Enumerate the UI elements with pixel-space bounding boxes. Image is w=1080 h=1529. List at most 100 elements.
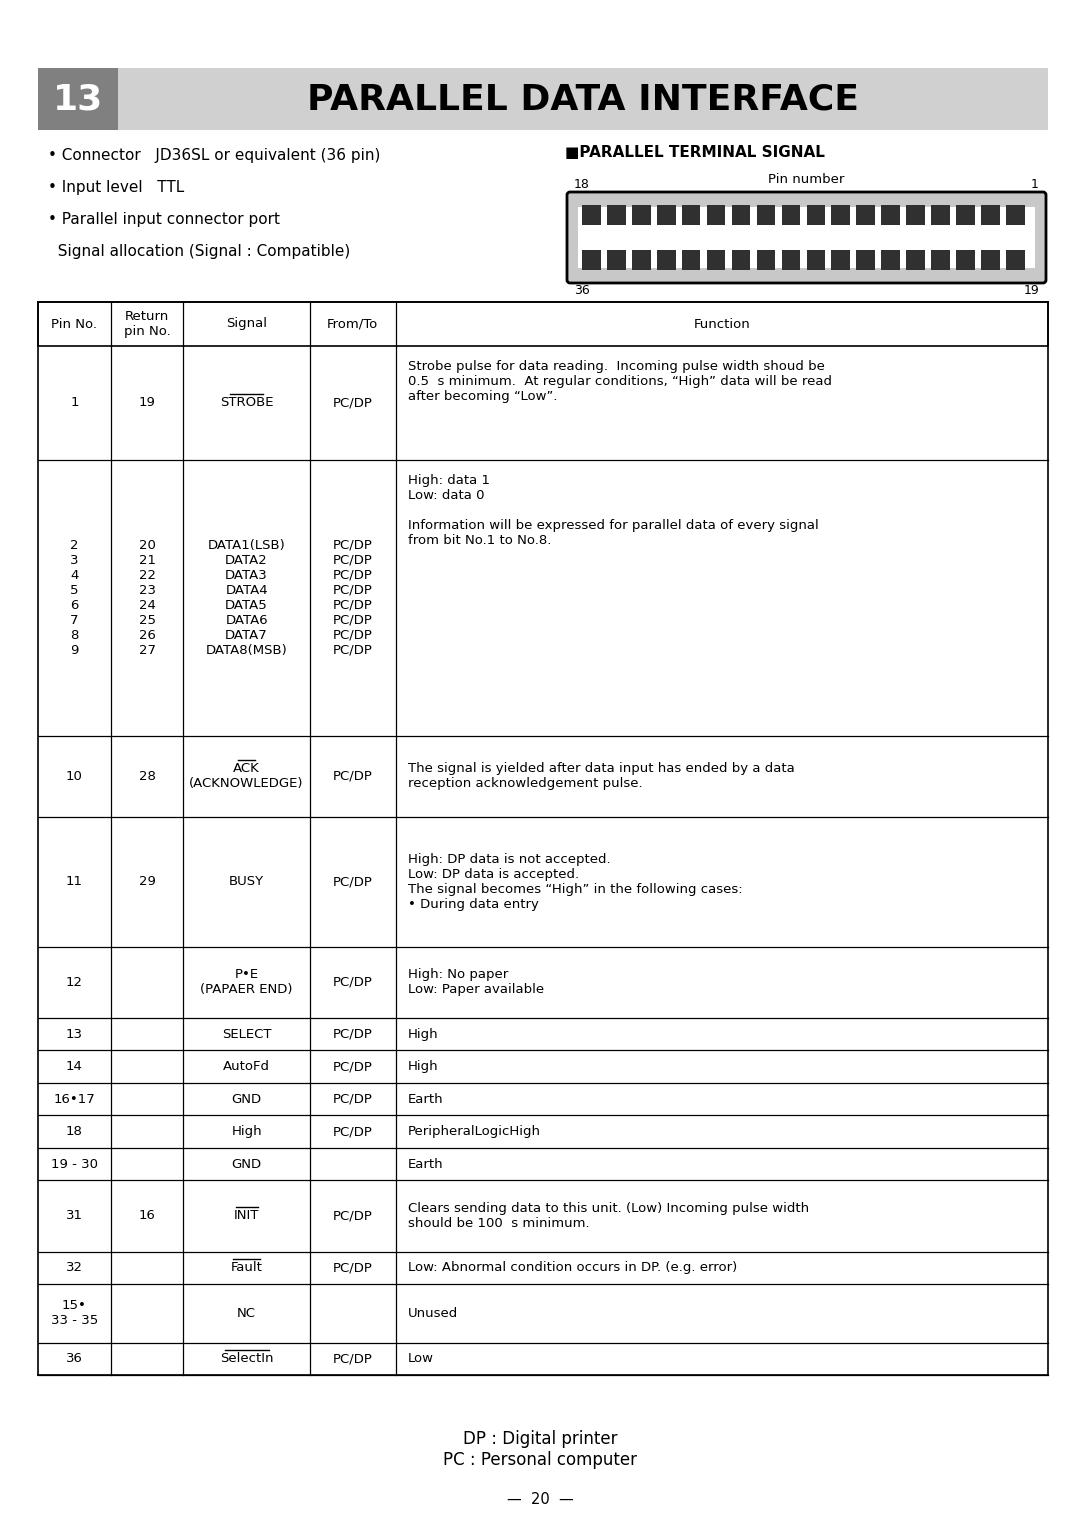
Text: after becoming “Low”.: after becoming “Low”. — [407, 390, 557, 404]
Text: DATA4: DATA4 — [226, 584, 268, 596]
Text: 1: 1 — [70, 396, 79, 410]
Text: The signal becomes “High” in the following cases:: The signal becomes “High” in the followi… — [407, 882, 742, 896]
Text: 29: 29 — [138, 875, 156, 888]
Text: P•E: P•E — [234, 968, 258, 982]
Text: ACK: ACK — [233, 761, 260, 775]
Text: PC/DP: PC/DP — [333, 769, 373, 783]
Text: SelectIn: SelectIn — [220, 1352, 273, 1365]
Text: 16: 16 — [138, 1209, 156, 1223]
Text: 8: 8 — [70, 628, 79, 642]
Text: GND: GND — [231, 1093, 261, 1105]
Text: 20: 20 — [138, 538, 156, 552]
Text: 23: 23 — [138, 584, 156, 596]
Text: AutoFd: AutoFd — [224, 1060, 270, 1073]
Text: Signal allocation (Signal : Compatible): Signal allocation (Signal : Compatible) — [48, 245, 350, 258]
Bar — [807, 205, 825, 225]
Text: Low: Paper available: Low: Paper available — [407, 983, 543, 997]
Text: High: DP data is not accepted.: High: DP data is not accepted. — [407, 853, 610, 865]
Text: PC/DP: PC/DP — [333, 1125, 373, 1138]
Bar — [832, 205, 850, 225]
Bar — [956, 205, 975, 225]
Text: 21: 21 — [138, 553, 156, 567]
Text: Information will be expressed for parallel data of every signal: Information will be expressed for parall… — [407, 518, 819, 532]
Bar — [607, 251, 625, 271]
Bar — [681, 205, 701, 225]
Text: PC/DP: PC/DP — [333, 1352, 373, 1365]
Text: Pin number: Pin number — [768, 173, 845, 187]
Bar — [1007, 251, 1025, 271]
Text: 4: 4 — [70, 569, 79, 581]
Text: DP : Digital printer
PC : Personal computer: DP : Digital printer PC : Personal compu… — [443, 1430, 637, 1469]
Bar — [731, 205, 751, 225]
Text: PC/DP: PC/DP — [333, 538, 373, 552]
Bar — [931, 205, 950, 225]
Bar — [856, 205, 875, 225]
Text: PC/DP: PC/DP — [333, 644, 373, 656]
Text: DATA2: DATA2 — [226, 553, 268, 567]
Text: 5: 5 — [70, 584, 79, 596]
Text: 31: 31 — [66, 1209, 83, 1223]
Text: 9: 9 — [70, 644, 79, 656]
Bar — [782, 251, 800, 271]
Text: PC/DP: PC/DP — [333, 1209, 373, 1223]
Bar — [38, 67, 118, 130]
Bar — [582, 251, 600, 271]
Text: Signal: Signal — [226, 318, 267, 330]
Bar — [881, 205, 900, 225]
Text: 15•: 15• — [62, 1300, 86, 1312]
Bar — [807, 251, 825, 271]
Text: 11: 11 — [66, 875, 83, 888]
Text: 12: 12 — [66, 976, 83, 989]
Text: DATA3: DATA3 — [226, 569, 268, 581]
Bar — [1007, 205, 1025, 225]
Text: PARALLEL DATA INTERFACE: PARALLEL DATA INTERFACE — [307, 83, 859, 116]
Text: 18: 18 — [573, 177, 590, 191]
Text: DATA8(MSB): DATA8(MSB) — [205, 644, 287, 656]
Text: Low: DP data is accepted.: Low: DP data is accepted. — [407, 867, 579, 881]
Bar — [632, 205, 650, 225]
Text: PC/DP: PC/DP — [333, 1261, 373, 1274]
Bar — [681, 251, 701, 271]
Text: Function: Function — [693, 318, 751, 330]
Bar — [706, 251, 726, 271]
Text: from bit No.1 to No.8.: from bit No.1 to No.8. — [407, 534, 551, 546]
Bar — [832, 251, 850, 271]
Text: BUSY: BUSY — [229, 875, 265, 888]
Text: 27: 27 — [138, 644, 156, 656]
Text: 18: 18 — [66, 1125, 83, 1138]
Text: 16•17: 16•17 — [54, 1093, 95, 1105]
Bar — [38, 303, 1048, 346]
Text: 22: 22 — [138, 569, 156, 581]
Text: 7: 7 — [70, 613, 79, 627]
Text: 33 - 35: 33 - 35 — [51, 1315, 98, 1327]
Text: PC/DP: PC/DP — [333, 1060, 373, 1073]
Text: Return
pin No.: Return pin No. — [124, 310, 171, 338]
Bar — [578, 206, 1035, 268]
Text: PC/DP: PC/DP — [333, 628, 373, 642]
Bar — [881, 251, 900, 271]
Text: 0.5  s minimum.  At regular conditions, “High” data will be read: 0.5 s minimum. At regular conditions, “H… — [407, 375, 832, 388]
Bar — [782, 205, 800, 225]
Text: PC/DP: PC/DP — [333, 569, 373, 581]
Text: PC/DP: PC/DP — [333, 1027, 373, 1041]
Text: Low: Low — [407, 1352, 433, 1365]
Bar — [757, 205, 775, 225]
Bar — [856, 251, 875, 271]
Text: INIT: INIT — [234, 1209, 259, 1223]
Text: • Input level   TTL: • Input level TTL — [48, 180, 185, 196]
Text: 26: 26 — [138, 628, 156, 642]
Bar — [118, 67, 1048, 130]
Bar — [757, 251, 775, 271]
Text: • Connector   JD36SL or equivalent (36 pin): • Connector JD36SL or equivalent (36 pin… — [48, 148, 380, 164]
Text: High: data 1: High: data 1 — [407, 474, 489, 486]
Text: High: No paper: High: No paper — [407, 968, 508, 982]
Bar — [906, 251, 924, 271]
Bar — [706, 205, 726, 225]
Text: STROBE: STROBE — [220, 396, 273, 410]
Text: 1: 1 — [1031, 177, 1039, 191]
Text: 14: 14 — [66, 1060, 83, 1073]
Text: PC/DP: PC/DP — [333, 598, 373, 612]
Text: High: High — [407, 1060, 438, 1073]
Text: 32: 32 — [66, 1261, 83, 1274]
Bar — [981, 251, 1000, 271]
